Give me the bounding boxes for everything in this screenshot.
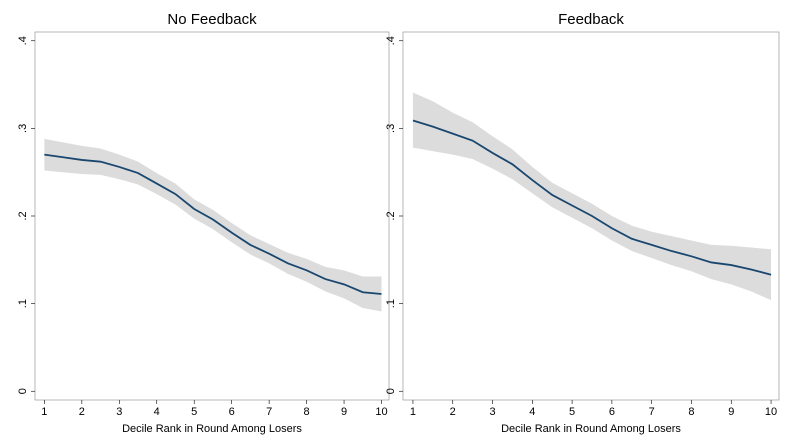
line [44, 153, 382, 295]
panel-title: No Feedback [167, 11, 257, 28]
x-tick-label: 8 [688, 406, 694, 418]
x-axis-title: Decile Rank in Round Among Losers [501, 423, 681, 435]
y-tick-label: 0 [385, 388, 397, 394]
x-tick-label: 8 [304, 406, 310, 418]
y-tick-label: .1 [385, 299, 397, 308]
line [412, 119, 772, 276]
y-tick-label: .4 [385, 36, 397, 45]
x-tick-label: 10 [375, 406, 387, 418]
x-tick-label: 6 [229, 406, 235, 418]
y-tick-label: 0 [17, 388, 29, 394]
y-tick-label: .3 [385, 124, 397, 133]
x-tick-label: 7 [266, 406, 272, 418]
x-tick-label: 9 [341, 406, 347, 418]
y-tick-label: .2 [385, 211, 397, 220]
y-tick-label: .3 [17, 124, 29, 133]
confidence-band [44, 138, 382, 312]
x-tick-label: 10 [765, 406, 777, 418]
x-tick-label: 2 [450, 406, 456, 418]
panel-title: Feedback [558, 11, 624, 28]
x-tick-label: 4 [154, 406, 160, 418]
y-tick-label: .4 [17, 36, 29, 45]
x-tick-label: 5 [569, 406, 575, 418]
y-tick-label: .1 [17, 299, 29, 308]
x-axis-title: Decile Rank in Round Among Losers [122, 423, 302, 435]
x-tick-label: 2 [79, 406, 85, 418]
y-tick-label: .2 [17, 211, 29, 220]
x-tick-label: 3 [489, 406, 495, 418]
x-tick-label: 6 [609, 406, 615, 418]
confidence-band [412, 92, 772, 301]
x-tick-label: 5 [191, 406, 197, 418]
x-tick-label: 1 [41, 406, 47, 418]
x-tick-label: 9 [728, 406, 734, 418]
x-tick-label: 1 [410, 406, 416, 418]
x-tick-label: 4 [529, 406, 535, 418]
x-tick-label: 7 [649, 406, 655, 418]
x-tick-label: 3 [116, 406, 122, 418]
